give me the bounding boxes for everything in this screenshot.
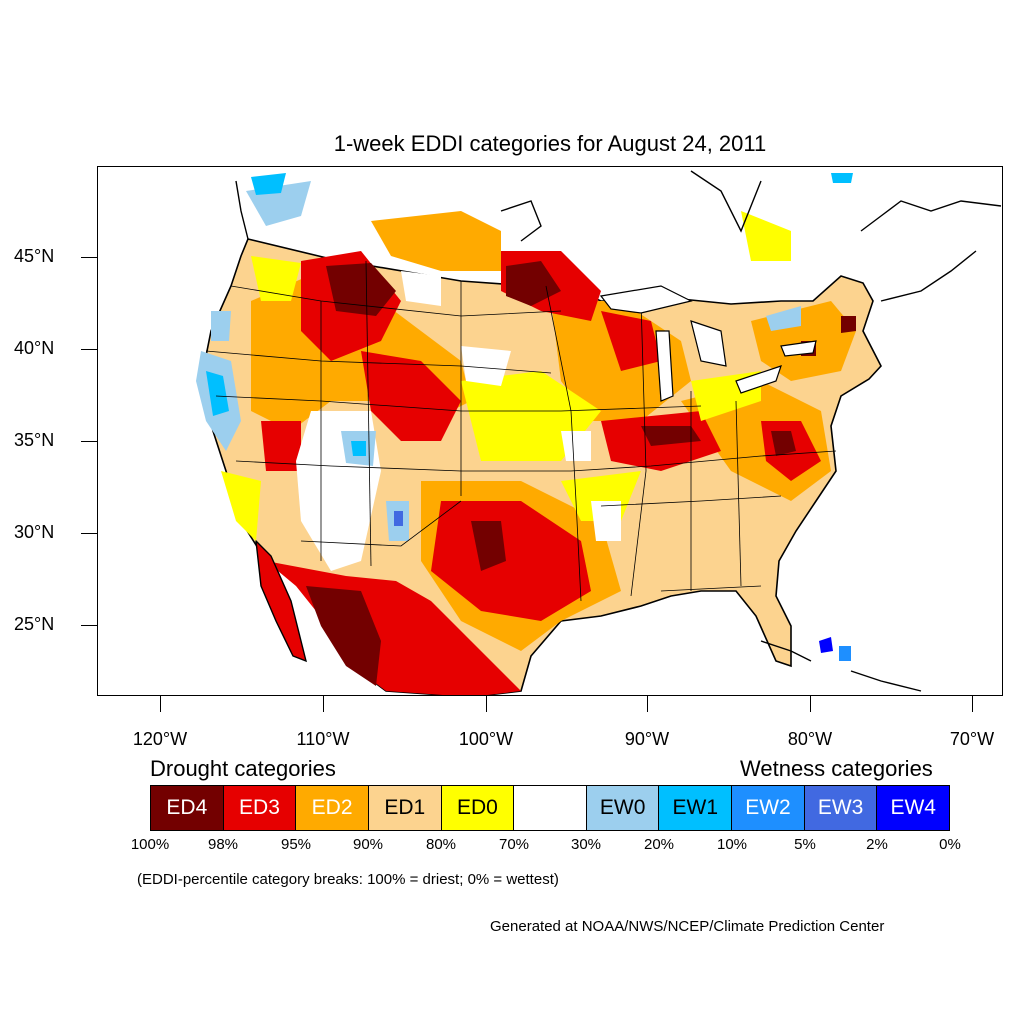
percentile-10: 10% <box>716 836 748 853</box>
state-boundaries <box>205 260 837 602</box>
percentile-0: 0% <box>939 836 961 853</box>
legend-label: EW3 <box>817 796 864 819</box>
legend-ew3: EW3 <box>804 786 878 830</box>
lat-tick-35 <box>81 441 97 442</box>
lon-label-90: 90°W <box>624 729 670 749</box>
lat-label-30: 30°N <box>14 522 55 542</box>
lat-tick-45 <box>81 257 97 258</box>
coastline <box>235 170 1002 692</box>
legend-label: ED3 <box>239 796 280 819</box>
lon-tick-90 <box>647 696 648 712</box>
legend-label: ED4 <box>166 796 208 819</box>
percentile-95: 95% <box>280 836 312 853</box>
lon-label-100: 100°W <box>458 729 514 749</box>
lon-tick-80 <box>810 696 811 712</box>
lon-label-80: 80°W <box>787 729 833 749</box>
legend-label: ED1 <box>384 796 426 819</box>
lon-tick-100 <box>486 696 487 712</box>
legend-ed1: ED1 <box>368 786 442 830</box>
legend-label: EW2 <box>745 796 791 819</box>
great-lakes <box>599 285 817 402</box>
wet-areas <box>196 173 853 661</box>
legend-bar: ED4 ED3 ED2 ED1 ED0 EW0 EW1 EW2 EW3 EW4 <box>150 785 950 831</box>
legend-label: EW4 <box>890 796 936 819</box>
legend-ed0: ED0 <box>441 786 515 830</box>
percentile-30: 30% <box>570 836 602 853</box>
percentile-20: 20% <box>643 836 675 853</box>
percentile-90: 90% <box>352 836 384 853</box>
credit-line: Generated at NOAA/NWS/NCEP/Climate Predi… <box>490 918 885 935</box>
lon-tick-110 <box>323 696 324 712</box>
lat-label-25: 25°N <box>14 614 55 634</box>
legend-normal <box>514 786 587 830</box>
legend-ew1: EW1 <box>659 786 733 830</box>
baja-peninsula <box>255 539 308 663</box>
percentile-2: 2% <box>866 836 888 853</box>
ed4-areas <box>306 261 856 686</box>
map-title: 1-week EDDI categories for August 24, 20… <box>333 131 767 156</box>
percentile-98: 98% <box>207 836 239 853</box>
legend-ed4: ED4 <box>151 786 224 830</box>
lon-tick-120 <box>160 696 161 712</box>
lon-label-120: 120°W <box>132 729 188 749</box>
lat-tick-30 <box>81 533 97 534</box>
drought-categories-heading: Drought categories <box>150 756 336 781</box>
legend-label: EW0 <box>599 796 646 819</box>
legend-ed2: ED2 <box>296 786 369 830</box>
lat-label-35: 35°N <box>14 430 55 450</box>
legend-ew0: EW0 <box>586 786 660 830</box>
lon-tick-70 <box>972 696 973 712</box>
lon-label-110: 110°W <box>296 729 350 749</box>
legend-label: ED2 <box>311 796 353 819</box>
lat-tick-25 <box>81 625 97 626</box>
legend-label: EW1 <box>672 796 719 819</box>
lon-label-70: 70°W <box>949 729 995 749</box>
percentile-100: 100% <box>130 836 170 853</box>
legend-ew4: EW4 <box>877 786 950 830</box>
legend-label: ED0 <box>456 796 498 819</box>
percentile-5: 5% <box>794 836 816 853</box>
lat-label-40: 40°N <box>14 338 55 358</box>
percentile-80: 80% <box>425 836 457 853</box>
lat-label-45: 45°N <box>14 246 55 266</box>
legend-ed3: ED3 <box>223 786 297 830</box>
legend-ew2: EW2 <box>732 786 805 830</box>
eddi-map <box>196 170 1002 695</box>
map-panel <box>97 166 1003 696</box>
wetness-categories-heading: Wetness categories <box>740 756 933 781</box>
lat-tick-40 <box>81 349 97 350</box>
category-breaks-note: (EDDI-percentile category breaks: 100% =… <box>137 871 559 888</box>
percentile-70: 70% <box>498 836 530 853</box>
